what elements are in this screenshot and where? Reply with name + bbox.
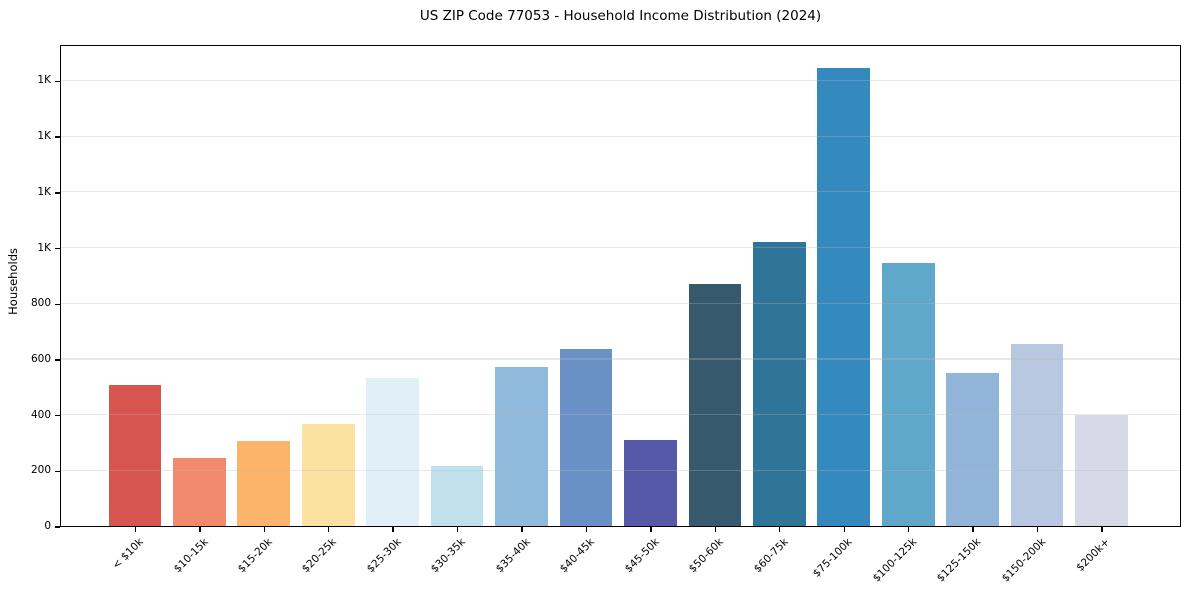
bar-10-15k [172, 457, 226, 526]
x-tick-mark [263, 527, 265, 532]
y-tick-label: 0 [44, 520, 51, 532]
bar-25-30k [366, 378, 419, 526]
x-tick-mark [779, 527, 781, 532]
bar-45-50k [624, 439, 677, 526]
gridline [61, 191, 1180, 193]
x-tick-label: $25-30k [364, 536, 404, 576]
x-tick-label: $125-150k [935, 536, 984, 585]
gridline [61, 414, 1180, 416]
y-tick-mark [55, 80, 60, 83]
bar-35-40k [495, 367, 548, 526]
gridline [61, 246, 1180, 249]
x-tick-mark [714, 527, 717, 532]
x-tick-mark [650, 527, 652, 532]
y-tick-mark [55, 136, 60, 138]
x-tick-mark [456, 527, 459, 532]
y-tick-label: 1K [37, 241, 51, 254]
y-tick-label: 1K [37, 185, 51, 198]
gridline [61, 135, 1180, 137]
x-tick-label: $15-20k [235, 536, 275, 576]
x-tick-label: $40-45k [557, 536, 597, 576]
y-tick-mark [55, 359, 60, 361]
bar-20-25k [301, 424, 355, 526]
bar-200k [1075, 414, 1128, 526]
x-tick-mark [907, 527, 910, 532]
bar-125-150k [946, 372, 999, 526]
bar-50-60k [688, 283, 742, 526]
x-tick-label: $75-100k [810, 536, 855, 580]
bar-150-200k [1010, 343, 1064, 526]
bar-10k [108, 385, 162, 526]
x-tick-label: $150-200k [999, 536, 1049, 585]
bar-75-100k [817, 67, 871, 526]
x-tick-label: $10-15k [171, 536, 211, 576]
y-tick-label: 800 [30, 297, 51, 310]
gridline [61, 302, 1180, 304]
gridline [61, 79, 1180, 82]
x-tick-mark [1036, 527, 1039, 532]
x-tick-mark [392, 527, 394, 532]
y-tick-label: 200 [30, 464, 51, 477]
x-tick-mark [521, 527, 523, 532]
y-tick-label: 1K [37, 74, 51, 87]
x-tick-label: $100-125k [870, 536, 920, 585]
x-tick-mark [972, 527, 974, 532]
y-tick-mark [55, 192, 60, 194]
bar-15-20k [237, 441, 291, 526]
bar-100-125k [881, 262, 935, 526]
y-tick-label: 400 [30, 408, 51, 421]
gridline [61, 469, 1180, 471]
x-tick-label: $200k+ [1074, 536, 1113, 574]
y-tick-mark [55, 470, 60, 472]
x-tick-mark [134, 527, 137, 532]
y-tick-mark [55, 414, 60, 417]
gridline [61, 358, 1180, 360]
x-tick-label: $45-50k [622, 536, 662, 576]
y-tick-mark [55, 526, 60, 528]
plot-area [60, 45, 1181, 527]
x-tick-label: $20-25k [300, 536, 340, 576]
y-tick-label: 1K [37, 130, 51, 143]
bar-60-75k [752, 241, 806, 526]
x-tick-label: $35-40k [493, 536, 533, 576]
chart-title: US ZIP Code 77053 - Household Income Dis… [419, 8, 822, 24]
y-tick-mark [55, 303, 60, 305]
bar-30-35k [430, 466, 484, 526]
x-tick-label: $50-60k [686, 536, 726, 576]
x-tick-label: $60-75k [751, 536, 791, 576]
x-tick-mark [199, 527, 201, 532]
y-tick-label: 600 [30, 352, 51, 365]
x-tick-mark [843, 527, 845, 532]
x-tick-mark [585, 527, 588, 532]
x-tick-mark [328, 527, 330, 532]
x-tick-mark [1101, 527, 1103, 532]
x-tick-label: $30-35k [429, 536, 469, 576]
bar-40-45k [559, 349, 613, 526]
x-tick-label: < $10k [110, 536, 146, 572]
y-tick-mark [55, 247, 60, 250]
